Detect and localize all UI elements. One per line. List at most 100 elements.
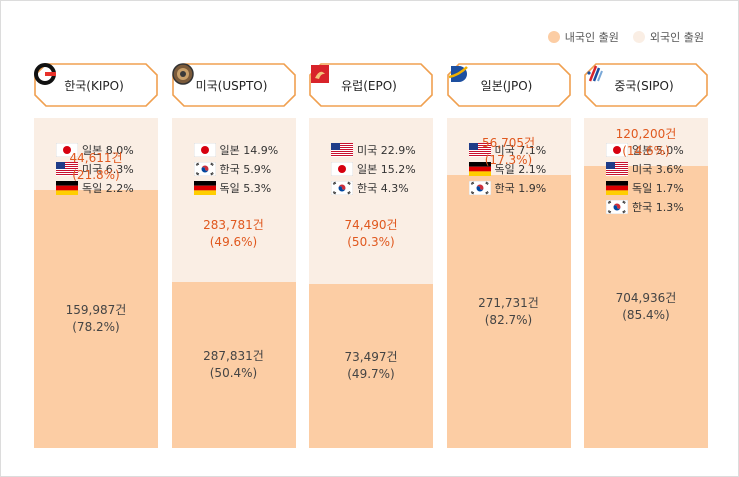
office-header: 한국(KIPO): [34, 63, 158, 107]
domestic-percent: (50.4%): [209, 365, 258, 380]
foreign-share-row: 독일 1.7%: [584, 178, 708, 197]
foreign-share-row: 미국 7.1%: [447, 140, 571, 159]
domestic-value-label: 73,497건 (49.7%): [309, 349, 433, 383]
foreign-share-text: 한국 1.9%: [494, 181, 547, 195]
germany-flag-icon: [606, 180, 628, 195]
foreign-share-list: 미국 22.9% 일본 15.2% 한국 4.3%: [309, 140, 433, 197]
bar-foreign: [171, 118, 296, 282]
foreign-share-row: 미국 3.6%: [584, 159, 708, 178]
foreign-share-text: 일본 8.0%: [82, 143, 134, 157]
foreign-count: 56,705건: [481, 136, 536, 151]
domestic-percent: (78.2%): [72, 319, 120, 334]
bar-domestic: [34, 189, 158, 448]
foreign-share-row: 한국 1.9%: [447, 178, 571, 197]
foreign-value-label: 44,611건 (21.8%): [34, 150, 158, 184]
domestic-percent: (85.4%): [622, 308, 670, 323]
foreign-share-text: 독일 1.7%: [632, 181, 684, 195]
domestic-count: 704,936건: [615, 291, 677, 306]
legend-item-foreign: 외국인 출원: [632, 29, 704, 45]
domestic-count: 287,831건: [203, 348, 264, 363]
foreign-share-row: 미국 22.9%: [309, 140, 433, 159]
usa-flag-icon: [331, 142, 353, 157]
legend-label-domestic: 내국인 출원: [564, 31, 619, 44]
foreign-share-row: 한국 4.3%: [309, 178, 433, 197]
foreign-percent: (21.8%): [72, 167, 120, 182]
office-label: 한국(KIPO): [64, 78, 124, 93]
japan-flag-icon: [330, 161, 354, 176]
domestic-percent: (82.7%): [484, 312, 533, 327]
foreign-share-text: 미국 22.9%: [357, 143, 416, 157]
bar-domestic: [309, 283, 433, 448]
legend-swatch-domestic: [547, 31, 560, 43]
domestic-count: 73,497건: [344, 349, 398, 364]
usa-flag-icon: [468, 142, 491, 157]
foreign-value-label: 74,490건 (50.3%): [309, 217, 433, 251]
foreign-percent: (49.6%): [209, 235, 258, 249]
foreign-share-row: 한국 1.3%: [584, 197, 708, 216]
foreign-share-text: 미국 3.6%: [632, 162, 684, 176]
foreign-share-list: 미국 7.1% 독일 2.1% 한국 1.9%: [447, 140, 571, 197]
foreign-share-text: 일본 5.0%: [632, 143, 684, 157]
domestic-value-label: 159,987건 (78.2%): [34, 302, 158, 336]
foreign-share-row: 일본 5.0%: [584, 140, 708, 159]
japan-flag-icon: [55, 142, 79, 157]
foreign-percent: (14.6%): [622, 144, 670, 159]
legend-swatch-foreign: [632, 31, 645, 43]
office-label: 중국(SIPO): [614, 78, 674, 93]
foreign-value-label: 120,200건 (14.6%): [584, 126, 708, 160]
foreign-share-row: 미국 6.3%: [34, 159, 158, 178]
foreign-share-list: 일본 14.9% 한국 5.9% 독일 5.3%: [172, 140, 296, 197]
foreign-share-text: 독일 2.2%: [82, 181, 134, 195]
foreign-value-label: 56,705건 (17.3%): [447, 135, 571, 169]
bar-domestic: [446, 175, 571, 448]
foreign-share-text: 일본 14.9%: [219, 143, 279, 157]
foreign-share-text: 한국 5.9%: [219, 162, 272, 176]
legend: 내국인 출원 외국인 출원: [547, 29, 704, 45]
bar-foreign: [34, 118, 158, 190]
office-header: 중국(SIPO): [584, 63, 708, 107]
office-header: 일본(JPO): [446, 63, 571, 107]
domestic-percent: (49.7%): [347, 366, 395, 381]
foreign-percent: (17.3%): [484, 153, 533, 168]
foreign-count: 120,200건: [615, 127, 677, 142]
office-header: 미국(USPTO): [171, 63, 296, 107]
foreign-share-row: 일본 8.0%: [34, 140, 158, 159]
foreign-count: 74,490건: [344, 218, 398, 232]
foreign-share-text: 미국 6.3%: [82, 162, 134, 176]
foreign-share-row: 일본 14.9%: [172, 140, 296, 159]
domestic-count: 271,731건: [478, 295, 539, 310]
korea-flag-icon: [605, 199, 629, 214]
foreign-share-text: 한국 1.3%: [632, 200, 684, 214]
korea-flag-icon: [193, 161, 216, 176]
office-label: 일본(JPO): [480, 78, 533, 93]
germany-flag-icon: [56, 180, 78, 195]
legend-item-domestic: 내국인 출원: [547, 29, 619, 45]
domestic-value-label: 704,936건 (85.4%): [584, 290, 708, 324]
office-label: 유럽(EPO): [341, 78, 397, 93]
usa-flag-icon: [56, 161, 78, 176]
office-label: 미국(USPTO): [195, 78, 268, 93]
bar-foreign: [309, 118, 433, 284]
foreign-share-row: 독일 2.2%: [34, 178, 158, 197]
foreign-share-list: 일본 8.0% 미국 6.3% 독일 2.2%: [34, 140, 158, 197]
bar-domestic: [584, 166, 708, 448]
domestic-value-label: 271,731건 (82.7%): [447, 295, 571, 329]
bar-foreign: [584, 118, 708, 167]
office-header: 유럽(EPO): [309, 63, 433, 107]
foreign-share-row: 독일 2.1%: [447, 159, 571, 178]
foreign-share-row: 한국 5.9%: [172, 159, 296, 178]
foreign-share-text: 미국 7.1%: [494, 143, 547, 157]
foreign-share-text: 한국 4.3%: [357, 181, 409, 195]
germany-flag-icon: [468, 161, 491, 176]
foreign-value-label: 283,781건 (49.6%): [172, 217, 296, 251]
usa-flag-icon: [606, 161, 628, 176]
foreign-share-text: 독일 5.3%: [219, 181, 272, 195]
domestic-count: 159,987건: [65, 302, 127, 317]
foreign-share-row: 독일 5.3%: [172, 178, 296, 197]
foreign-share-text: 일본 15.2%: [357, 162, 416, 176]
bar-foreign: [446, 118, 571, 176]
foreign-count: 44,611건: [69, 150, 123, 165]
foreign-share-list: 일본 5.0% 미국 3.6% 독일 1.7% 한국 1.3%: [584, 140, 708, 216]
foreign-percent: (50.3%): [347, 235, 395, 249]
